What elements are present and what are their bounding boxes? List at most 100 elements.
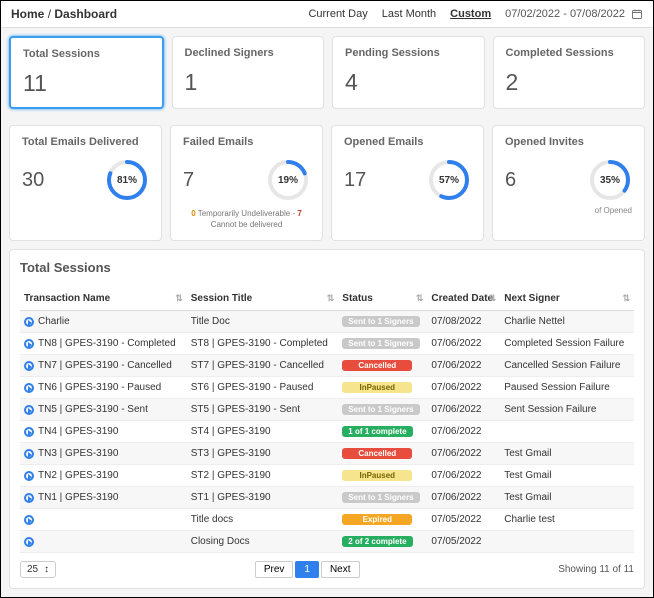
- donut-chart: 35%: [588, 158, 632, 202]
- cell-tx: TN5 | GPES-3190 - Sent: [20, 399, 187, 421]
- breadcrumb-home[interactable]: Home: [11, 7, 44, 21]
- next-button[interactable]: Next: [321, 561, 360, 578]
- expand-icon[interactable]: [24, 427, 34, 437]
- card-completed-sessions[interactable]: Completed Sessions 2: [493, 36, 646, 109]
- card-emails-delivered[interactable]: Total Emails Delivered3081%: [9, 125, 162, 241]
- cell-signer: Test Gmail: [500, 465, 634, 487]
- status-badge: Cancelled: [342, 448, 412, 459]
- page-size-select[interactable]: 25 ↕: [20, 561, 56, 578]
- cell-status: InPaused: [338, 377, 427, 399]
- col-header[interactable]: Status⇅: [338, 287, 427, 311]
- tab-current-day[interactable]: Current Day: [308, 8, 367, 20]
- donut-chart: 19%: [266, 158, 310, 202]
- breadcrumb-sep: /: [48, 7, 51, 21]
- cell-title: ST3 | GPES-3190: [187, 443, 339, 465]
- card-opened-invites[interactable]: Opened Invites635%of Opened: [492, 125, 645, 241]
- cell-date: 07/06/2022: [427, 377, 500, 399]
- col-header[interactable]: Next Signer⇅: [500, 287, 634, 311]
- tab-custom[interactable]: Custom: [450, 8, 491, 20]
- cell-status: Cancelled: [338, 443, 427, 465]
- sessions-panel: Total Sessions Transaction Name⇅Session …: [9, 249, 645, 589]
- cell-title: Title Doc: [187, 311, 339, 333]
- cell-signer: Cancelled Session Failure: [500, 355, 634, 377]
- card-pending-sessions[interactable]: Pending Sessions4: [332, 36, 485, 109]
- table-row: TN5 | GPES-3190 - SentST5 | GPES-3190 - …: [20, 399, 634, 421]
- card-value: 7: [183, 169, 194, 192]
- sessions-table: Transaction Name⇅Session Title⇅Status⇅Cr…: [20, 287, 634, 553]
- cell-signer: Test Gmail: [500, 443, 634, 465]
- stat-cards-row2: Total Emails Delivered3081%Failed Emails…: [1, 117, 653, 249]
- expand-icon[interactable]: [24, 449, 34, 459]
- col-header[interactable]: Created Date⇅: [427, 287, 500, 311]
- donut-chart: 57%: [427, 158, 471, 202]
- card-opened-emails[interactable]: Opened Emails1757%: [331, 125, 484, 241]
- cell-signer: Sent Session Failure: [500, 399, 634, 421]
- table-row: Title docsExpired07/05/2022Charlie test: [20, 509, 634, 531]
- cell-tx: TN1 | GPES-3190: [20, 487, 187, 509]
- cell-tx: Charlie: [20, 311, 187, 333]
- cell-date: 07/06/2022: [427, 443, 500, 465]
- cell-signer: Test Gmail: [500, 487, 634, 509]
- table-row: TN6 | GPES-3190 - PausedST6 | GPES-3190 …: [20, 377, 634, 399]
- expand-icon[interactable]: [24, 405, 34, 415]
- expand-icon[interactable]: [24, 537, 34, 547]
- cell-date: 07/06/2022: [427, 355, 500, 377]
- card-title: Completed Sessions: [506, 47, 633, 59]
- prev-button[interactable]: Prev: [255, 561, 294, 578]
- cell-tx: TN6 | GPES-3190 - Paused: [20, 377, 187, 399]
- date-range[interactable]: 07/02/2022 - 07/08/2022: [505, 8, 643, 20]
- showing-text: Showing 11 of 11: [558, 564, 634, 575]
- table-row: TN8 | GPES-3190 - CompletedST8 | GPES-31…: [20, 333, 634, 355]
- cell-tx: TN8 | GPES-3190 - Completed: [20, 333, 187, 355]
- date-range-text: 07/02/2022 - 07/08/2022: [505, 8, 625, 20]
- status-badge: Cancelled: [342, 360, 412, 371]
- status-badge: Sent to 1 Signers: [342, 338, 419, 349]
- col-header[interactable]: Session Title⇅: [187, 287, 339, 311]
- table-row: TN2 | GPES-3190ST2 | GPES-3190InPaused07…: [20, 465, 634, 487]
- sessions-title: Total Sessions: [20, 260, 634, 275]
- cell-title: ST7 | GPES-3190 - Cancelled: [187, 355, 339, 377]
- table-header-row: Transaction Name⇅Session Title⇅Status⇅Cr…: [20, 287, 634, 311]
- card-value: 30: [22, 169, 44, 192]
- status-badge: Sent to 1 Signers: [342, 404, 419, 415]
- expand-icon[interactable]: [24, 317, 34, 327]
- expand-icon[interactable]: [24, 515, 34, 525]
- expand-icon[interactable]: [24, 493, 34, 503]
- table-row: TN3 | GPES-3190ST3 | GPES-3190Cancelled0…: [20, 443, 634, 465]
- table-body: CharlieTitle DocSent to 1 Signers07/08/2…: [20, 311, 634, 553]
- donut-label: 81%: [105, 158, 149, 202]
- table-row: TN1 | GPES-3190ST1 | GPES-3190Sent to 1 …: [20, 487, 634, 509]
- status-badge: Sent to 1 Signers: [342, 316, 419, 327]
- card-subnote: 0 Temporarily Undeliverable - 7Cannot be…: [183, 208, 310, 230]
- card-total-sessions[interactable]: Total Sessions11: [9, 36, 164, 109]
- card-title: Pending Sessions: [345, 47, 472, 59]
- table-row: TN7 | GPES-3190 - CancelledST7 | GPES-31…: [20, 355, 634, 377]
- col-header[interactable]: Transaction Name⇅: [20, 287, 187, 311]
- stat-cards-row1: Total Sessions11Declined Signers1Pending…: [1, 28, 653, 117]
- cell-tx: TN7 | GPES-3190 - Cancelled: [20, 355, 187, 377]
- status-badge: InPaused: [342, 382, 412, 393]
- card-failed-emails[interactable]: Failed Emails 7 19% 0 Temporarily Undeliver…: [170, 125, 323, 241]
- tab-last-month[interactable]: Last Month: [382, 8, 436, 20]
- cell-status: 1 of 1 complete: [338, 421, 427, 443]
- card-value: 17: [344, 169, 366, 192]
- card-title: Failed Emails: [183, 136, 310, 148]
- expand-icon[interactable]: [24, 339, 34, 349]
- expand-icon[interactable]: [24, 361, 34, 371]
- sort-icon: ⇅: [416, 293, 424, 304]
- pager: Prev 1 Next: [255, 561, 360, 578]
- card-declined-signers[interactable]: Declined Signers1: [172, 36, 325, 109]
- sort-icon: ⇅: [622, 293, 630, 304]
- cell-status: InPaused: [338, 465, 427, 487]
- expand-icon[interactable]: [24, 471, 34, 481]
- cell-tx: [20, 531, 187, 553]
- status-badge: InPaused: [342, 470, 412, 481]
- donut-label: 35%: [588, 158, 632, 202]
- expand-icon[interactable]: [24, 383, 34, 393]
- cell-status: Sent to 1 Signers: [338, 487, 427, 509]
- card-title: Total Sessions: [23, 48, 150, 60]
- card-value: 2: [506, 69, 633, 96]
- cell-tx: [20, 509, 187, 531]
- page-1[interactable]: 1: [295, 561, 319, 578]
- cell-title: ST6 | GPES-3190 - Paused: [187, 377, 339, 399]
